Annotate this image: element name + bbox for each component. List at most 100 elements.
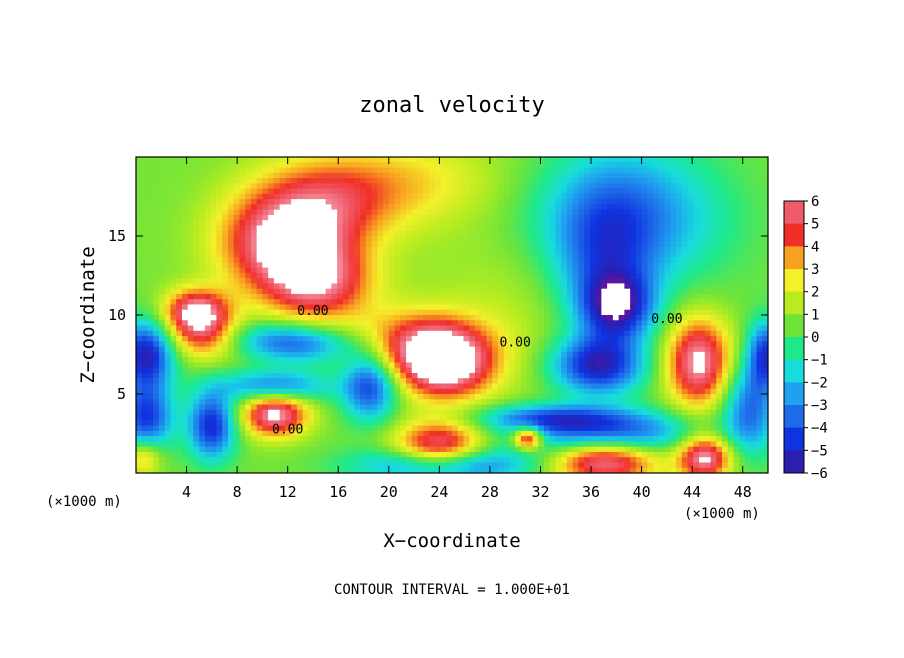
heatmap-cell xyxy=(555,293,562,300)
heatmap-cell xyxy=(710,172,717,179)
heatmap-cell xyxy=(354,178,361,184)
heatmap-cell xyxy=(555,172,562,179)
heatmap-cell xyxy=(233,357,241,363)
heatmap-cell xyxy=(377,188,384,195)
heatmap-cell xyxy=(434,246,442,253)
heatmap-cell xyxy=(492,199,499,205)
heatmap-cell xyxy=(739,283,746,290)
heatmap-cell xyxy=(474,236,482,242)
heatmap-cell xyxy=(325,320,332,327)
heatmap-cell xyxy=(561,325,568,332)
heatmap-cell xyxy=(572,272,579,279)
heatmap-cell xyxy=(474,162,482,169)
heatmap-cell xyxy=(233,204,241,211)
heatmap-cell xyxy=(319,325,327,332)
heatmap-cell xyxy=(417,267,424,274)
heatmap-cell xyxy=(538,214,545,221)
heatmap-cell xyxy=(210,351,218,358)
heatmap-cell xyxy=(365,204,373,211)
heatmap-cell xyxy=(457,188,465,195)
heatmap-cell xyxy=(204,336,212,342)
heatmap-cell xyxy=(704,272,712,279)
heatmap-cell xyxy=(262,272,269,279)
heatmap-cell xyxy=(383,246,390,253)
heatmap-cell xyxy=(348,204,355,211)
heatmap-cell xyxy=(268,193,275,200)
heatmap-cell xyxy=(296,162,304,169)
heatmap-cell xyxy=(233,293,241,300)
heatmap-cell xyxy=(595,251,602,258)
heatmap-cell xyxy=(279,372,286,379)
heatmap-cell xyxy=(406,383,413,390)
heatmap-cell xyxy=(745,230,752,237)
heatmap-cell xyxy=(607,251,614,258)
heatmap-cell xyxy=(762,325,768,332)
heatmap-cell xyxy=(296,330,304,337)
heatmap-cell xyxy=(239,304,246,311)
heatmap-cell xyxy=(365,267,373,274)
heatmap-cell xyxy=(515,388,522,395)
heatmap-cell xyxy=(273,320,281,327)
heatmap-cell xyxy=(647,230,654,237)
heatmap-cell xyxy=(750,225,758,232)
heatmap-cell xyxy=(291,288,298,295)
heatmap-cell xyxy=(147,394,154,400)
heatmap-cell xyxy=(503,330,511,337)
heatmap-cell xyxy=(400,378,407,385)
heatmap-cell xyxy=(360,167,367,174)
heatmap-cell xyxy=(463,241,470,248)
heatmap-cell xyxy=(199,394,206,400)
heatmap-cell xyxy=(762,225,768,232)
heatmap-cell xyxy=(653,157,660,163)
heatmap-cell xyxy=(371,278,378,284)
heatmap-cell xyxy=(279,325,286,332)
heatmap-cell xyxy=(204,172,212,179)
heatmap-cell xyxy=(170,304,177,311)
heatmap-cell xyxy=(509,315,516,321)
heatmap-cell xyxy=(526,241,534,248)
heatmap-cell xyxy=(337,209,344,216)
heatmap-cell xyxy=(365,251,373,258)
heatmap-cell xyxy=(664,162,671,169)
heatmap-cell xyxy=(722,230,729,237)
heatmap-cell xyxy=(245,278,252,284)
heatmap-cell xyxy=(480,304,488,311)
heatmap-cell xyxy=(141,267,149,274)
heatmap-cell xyxy=(469,267,476,274)
heatmap-cell xyxy=(618,383,625,390)
heatmap-cell xyxy=(704,330,712,337)
heatmap-cell xyxy=(423,209,430,216)
heatmap-cell xyxy=(722,246,729,253)
heatmap-cell xyxy=(704,367,712,374)
heatmap-cell xyxy=(578,188,585,195)
heatmap-cell xyxy=(446,351,453,358)
heatmap-cell xyxy=(394,309,401,316)
heatmap-cell xyxy=(222,241,229,248)
heatmap-cell xyxy=(377,204,384,211)
heatmap-cell xyxy=(630,304,637,311)
heatmap-cell xyxy=(400,351,407,358)
heatmap-cell xyxy=(319,330,327,337)
heatmap-cell xyxy=(561,241,568,248)
heatmap-cell xyxy=(296,204,304,211)
heatmap-cell xyxy=(469,346,476,353)
heatmap-cell xyxy=(429,320,436,327)
heatmap-cell xyxy=(589,272,597,279)
heatmap-cell xyxy=(532,199,539,205)
heatmap-cell xyxy=(624,341,631,348)
heatmap-cell xyxy=(199,257,206,263)
heatmap-cell xyxy=(136,320,143,327)
heatmap-cell xyxy=(158,309,166,316)
heatmap-cell xyxy=(543,330,551,337)
heatmap-cell xyxy=(141,236,149,242)
heatmap-cell xyxy=(239,246,246,253)
heatmap-cell xyxy=(733,262,740,269)
heatmap-cell xyxy=(497,330,505,337)
heatmap-cell xyxy=(641,336,648,342)
heatmap-cell xyxy=(526,304,534,311)
heatmap-cell xyxy=(411,293,419,300)
heatmap-cell xyxy=(348,394,355,400)
heatmap-cell xyxy=(199,267,206,274)
heatmap-cell xyxy=(296,257,304,263)
heatmap-cell xyxy=(664,293,671,300)
